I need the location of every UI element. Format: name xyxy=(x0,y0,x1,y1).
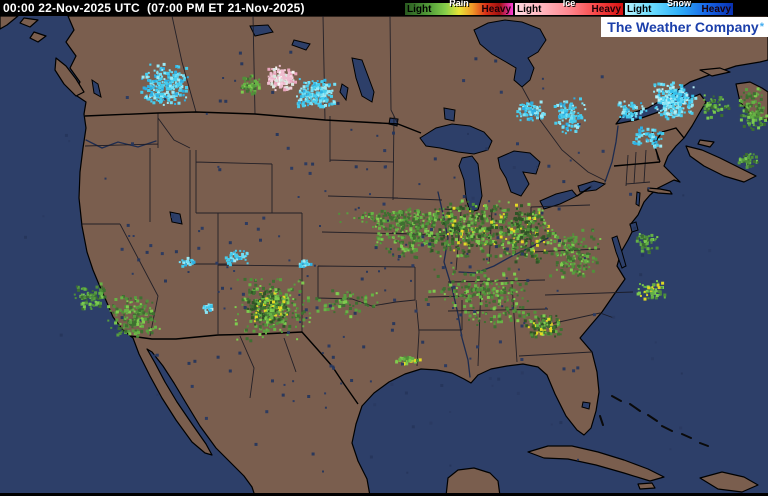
bottom-border xyxy=(0,493,768,496)
logo-spark-icon: * xyxy=(759,21,764,33)
lake-winnipeg xyxy=(351,57,375,103)
weather-company-logo: The Weather Company * xyxy=(601,17,768,37)
timestamp: 00:00 22-Nov-2025 UTC (07:00 PM ET 21-No… xyxy=(3,1,305,15)
great-salt-lake xyxy=(169,211,183,225)
legend-rain: Rain Light Heavy xyxy=(405,0,513,16)
radar-echoes xyxy=(24,50,768,474)
rain-label: Rain xyxy=(449,0,469,8)
rain-heavy-label: Heavy xyxy=(481,4,511,15)
precip-legend: Rain Light Heavy Ice Light Heavy Snow Li… xyxy=(405,0,733,16)
rain-light-label: Light xyxy=(407,4,432,15)
snow-heavy-label: Heavy xyxy=(701,4,731,15)
legend-ice: Ice Light Heavy xyxy=(515,0,623,16)
lake-huron xyxy=(497,150,541,197)
ice-label: Ice xyxy=(562,0,576,8)
lake-superior xyxy=(419,123,493,155)
hudson-bay xyxy=(473,19,547,88)
snow-label: Snow xyxy=(667,0,691,8)
ice-light-label: Light xyxy=(517,4,542,15)
us-canada-border-west xyxy=(84,111,422,134)
ohio-river xyxy=(458,237,549,274)
ice-gradient-strip xyxy=(515,3,623,15)
legend-snow: Snow Light Heavy xyxy=(625,0,733,16)
snow-light-label: Light xyxy=(627,4,652,15)
chesapeake-bay xyxy=(611,235,627,269)
ice-heavy-label: Heavy xyxy=(591,4,621,15)
rain-gradient-strip xyxy=(405,3,513,15)
bahamas-islands xyxy=(599,395,709,447)
top-bar: 00:00 22-Nov-2025 UTC (07:00 PM ET 21-No… xyxy=(0,0,768,16)
snow-gradient-strip xyxy=(625,3,733,15)
st-lawrence-river xyxy=(604,125,619,183)
us-mexico-border xyxy=(129,331,359,405)
logo-text: The Weather Company xyxy=(607,19,759,35)
lake-michigan xyxy=(458,155,483,213)
